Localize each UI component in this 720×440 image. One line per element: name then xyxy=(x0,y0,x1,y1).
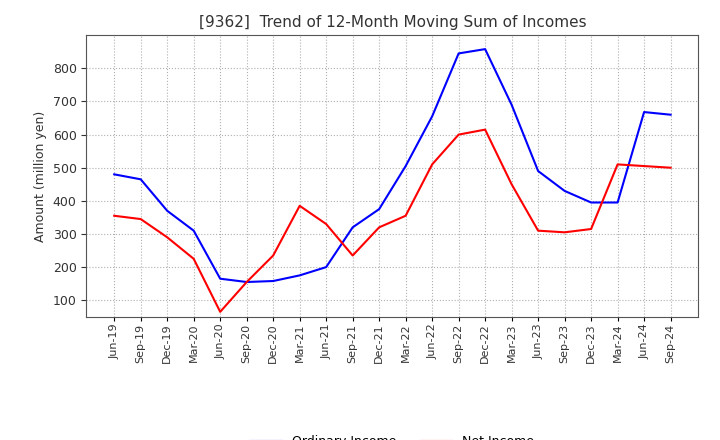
Ordinary Income xyxy=(560,188,569,194)
Net Income xyxy=(613,162,622,167)
Ordinary Income xyxy=(454,51,463,56)
Ordinary Income xyxy=(613,200,622,205)
Ordinary Income xyxy=(243,279,251,285)
Ordinary Income xyxy=(640,110,649,115)
Ordinary Income xyxy=(136,177,145,182)
Net Income xyxy=(189,256,198,261)
Ordinary Income xyxy=(587,200,595,205)
Ordinary Income xyxy=(110,172,119,177)
Net Income xyxy=(534,228,542,233)
Ordinary Income xyxy=(666,112,675,117)
Net Income xyxy=(348,253,357,258)
Ordinary Income xyxy=(189,228,198,233)
Net Income xyxy=(375,225,384,230)
Net Income xyxy=(110,213,119,218)
Ordinary Income xyxy=(295,273,304,278)
Net Income xyxy=(295,203,304,209)
Net Income xyxy=(508,182,516,187)
Net Income xyxy=(243,279,251,285)
Net Income xyxy=(322,221,330,227)
Line: Net Income: Net Income xyxy=(114,130,670,312)
Net Income xyxy=(666,165,675,170)
Ordinary Income xyxy=(216,276,225,281)
Net Income xyxy=(216,309,225,315)
Net Income xyxy=(136,216,145,222)
Net Income xyxy=(428,162,436,167)
Title: [9362]  Trend of 12-Month Moving Sum of Incomes: [9362] Trend of 12-Month Moving Sum of I… xyxy=(199,15,586,30)
Net Income xyxy=(269,253,277,258)
Ordinary Income xyxy=(534,169,542,174)
Net Income xyxy=(401,213,410,218)
Ordinary Income xyxy=(322,264,330,270)
Net Income xyxy=(454,132,463,137)
Ordinary Income xyxy=(508,102,516,107)
Legend: Ordinary Income, Net Income: Ordinary Income, Net Income xyxy=(246,430,539,440)
Ordinary Income xyxy=(348,225,357,230)
Ordinary Income xyxy=(481,47,490,52)
Net Income xyxy=(560,230,569,235)
Y-axis label: Amount (million yen): Amount (million yen) xyxy=(34,110,47,242)
Net Income xyxy=(481,127,490,132)
Net Income xyxy=(163,235,171,240)
Ordinary Income xyxy=(428,114,436,119)
Ordinary Income xyxy=(375,206,384,212)
Ordinary Income xyxy=(163,208,171,213)
Ordinary Income xyxy=(269,279,277,284)
Net Income xyxy=(587,226,595,231)
Net Income xyxy=(640,163,649,169)
Line: Ordinary Income: Ordinary Income xyxy=(114,49,670,282)
Ordinary Income xyxy=(401,163,410,169)
